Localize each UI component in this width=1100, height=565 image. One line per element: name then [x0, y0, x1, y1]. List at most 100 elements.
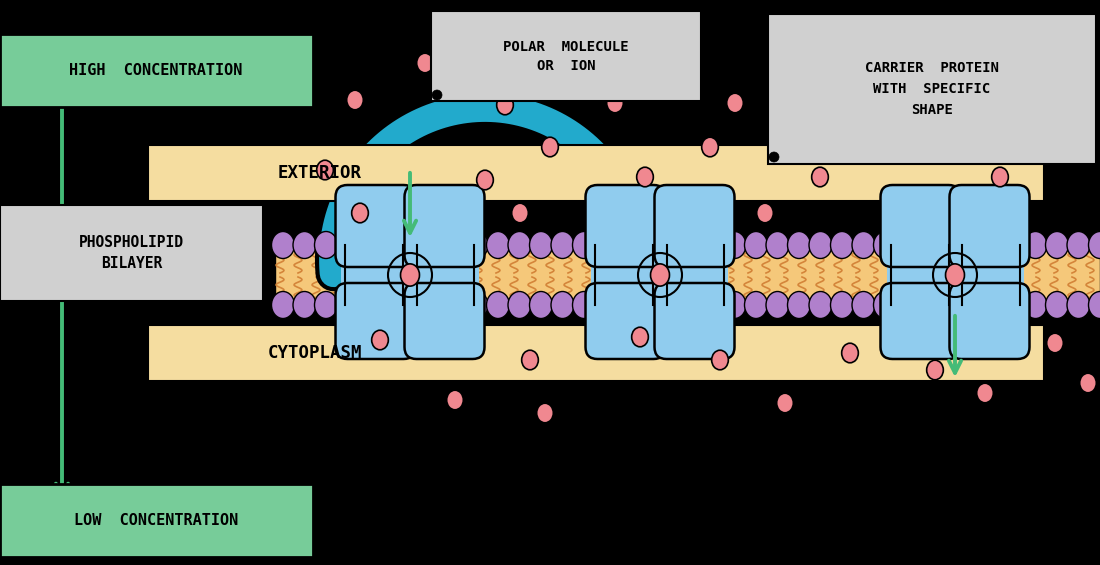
Ellipse shape	[637, 232, 660, 259]
Text: CYTOPLASM: CYTOPLASM	[267, 344, 362, 362]
Ellipse shape	[551, 292, 574, 319]
Ellipse shape	[616, 292, 638, 319]
Ellipse shape	[336, 292, 359, 319]
Ellipse shape	[1002, 232, 1025, 259]
Ellipse shape	[486, 232, 509, 259]
FancyBboxPatch shape	[880, 283, 960, 359]
Ellipse shape	[851, 95, 868, 115]
Ellipse shape	[1089, 232, 1100, 259]
Ellipse shape	[417, 53, 433, 73]
Ellipse shape	[529, 232, 552, 259]
Ellipse shape	[766, 232, 789, 259]
Ellipse shape	[315, 232, 338, 259]
Ellipse shape	[916, 292, 939, 319]
FancyBboxPatch shape	[654, 283, 735, 359]
FancyBboxPatch shape	[405, 185, 484, 267]
Ellipse shape	[1080, 373, 1097, 393]
Ellipse shape	[317, 160, 333, 180]
Ellipse shape	[1067, 232, 1090, 259]
Ellipse shape	[372, 330, 388, 350]
Ellipse shape	[977, 383, 993, 403]
Ellipse shape	[672, 50, 689, 70]
Ellipse shape	[938, 292, 961, 319]
Ellipse shape	[1036, 60, 1054, 80]
Text: LOW  CONCENTRATION: LOW CONCENTRATION	[74, 513, 238, 528]
FancyBboxPatch shape	[0, 34, 314, 107]
FancyBboxPatch shape	[949, 283, 1030, 359]
Ellipse shape	[723, 292, 746, 319]
FancyBboxPatch shape	[592, 244, 728, 306]
Ellipse shape	[379, 292, 401, 319]
FancyBboxPatch shape	[341, 244, 478, 306]
Ellipse shape	[852, 232, 874, 259]
Ellipse shape	[293, 232, 316, 259]
Ellipse shape	[400, 264, 419, 286]
Ellipse shape	[541, 137, 559, 157]
Ellipse shape	[508, 232, 531, 259]
Ellipse shape	[808, 232, 832, 259]
FancyBboxPatch shape	[887, 244, 1023, 306]
Ellipse shape	[346, 90, 363, 110]
Ellipse shape	[547, 47, 563, 67]
Ellipse shape	[1024, 292, 1047, 319]
Ellipse shape	[315, 292, 338, 319]
Ellipse shape	[572, 232, 595, 259]
Ellipse shape	[892, 143, 909, 163]
Ellipse shape	[486, 292, 509, 319]
Ellipse shape	[926, 360, 944, 380]
Ellipse shape	[465, 292, 488, 319]
Ellipse shape	[788, 232, 811, 259]
Ellipse shape	[786, 57, 803, 77]
FancyBboxPatch shape	[336, 185, 416, 267]
Text: POLAR  MOLECULE
OR  ION: POLAR MOLECULE OR ION	[503, 40, 629, 73]
Ellipse shape	[631, 327, 648, 347]
Ellipse shape	[529, 292, 552, 319]
Ellipse shape	[702, 292, 725, 319]
Ellipse shape	[1067, 292, 1090, 319]
Ellipse shape	[680, 232, 703, 259]
FancyBboxPatch shape	[148, 145, 1044, 201]
Ellipse shape	[808, 292, 832, 319]
Ellipse shape	[476, 170, 493, 190]
Ellipse shape	[1024, 232, 1047, 259]
Ellipse shape	[336, 232, 359, 259]
Ellipse shape	[895, 292, 918, 319]
Ellipse shape	[272, 292, 295, 319]
Ellipse shape	[702, 232, 725, 259]
Ellipse shape	[659, 232, 682, 259]
Ellipse shape	[895, 232, 918, 259]
Ellipse shape	[938, 232, 961, 259]
FancyBboxPatch shape	[585, 283, 666, 359]
Ellipse shape	[594, 292, 617, 319]
Ellipse shape	[400, 292, 424, 319]
Ellipse shape	[745, 232, 768, 259]
Ellipse shape	[293, 292, 316, 319]
FancyBboxPatch shape	[0, 484, 314, 557]
Ellipse shape	[572, 292, 595, 319]
FancyBboxPatch shape	[768, 14, 1096, 164]
Ellipse shape	[959, 292, 982, 319]
Ellipse shape	[508, 292, 531, 319]
Ellipse shape	[959, 232, 982, 259]
Ellipse shape	[637, 292, 660, 319]
Text: CARRIER  PROTEIN
WITH  SPECIFIC
SHAPE: CARRIER PROTEIN WITH SPECIFIC SHAPE	[865, 62, 999, 116]
Ellipse shape	[946, 264, 965, 286]
Ellipse shape	[272, 232, 295, 259]
Circle shape	[432, 90, 442, 100]
Ellipse shape	[873, 232, 896, 259]
Ellipse shape	[607, 93, 624, 113]
Ellipse shape	[465, 232, 488, 259]
Ellipse shape	[443, 292, 466, 319]
Ellipse shape	[981, 232, 1004, 259]
Ellipse shape	[497, 95, 514, 115]
FancyBboxPatch shape	[431, 11, 701, 101]
Ellipse shape	[1002, 292, 1025, 319]
Ellipse shape	[727, 93, 744, 113]
Ellipse shape	[873, 292, 896, 319]
Ellipse shape	[916, 60, 933, 80]
Ellipse shape	[422, 232, 446, 259]
Circle shape	[769, 152, 779, 162]
Ellipse shape	[422, 292, 446, 319]
Ellipse shape	[916, 232, 939, 259]
Ellipse shape	[842, 343, 858, 363]
